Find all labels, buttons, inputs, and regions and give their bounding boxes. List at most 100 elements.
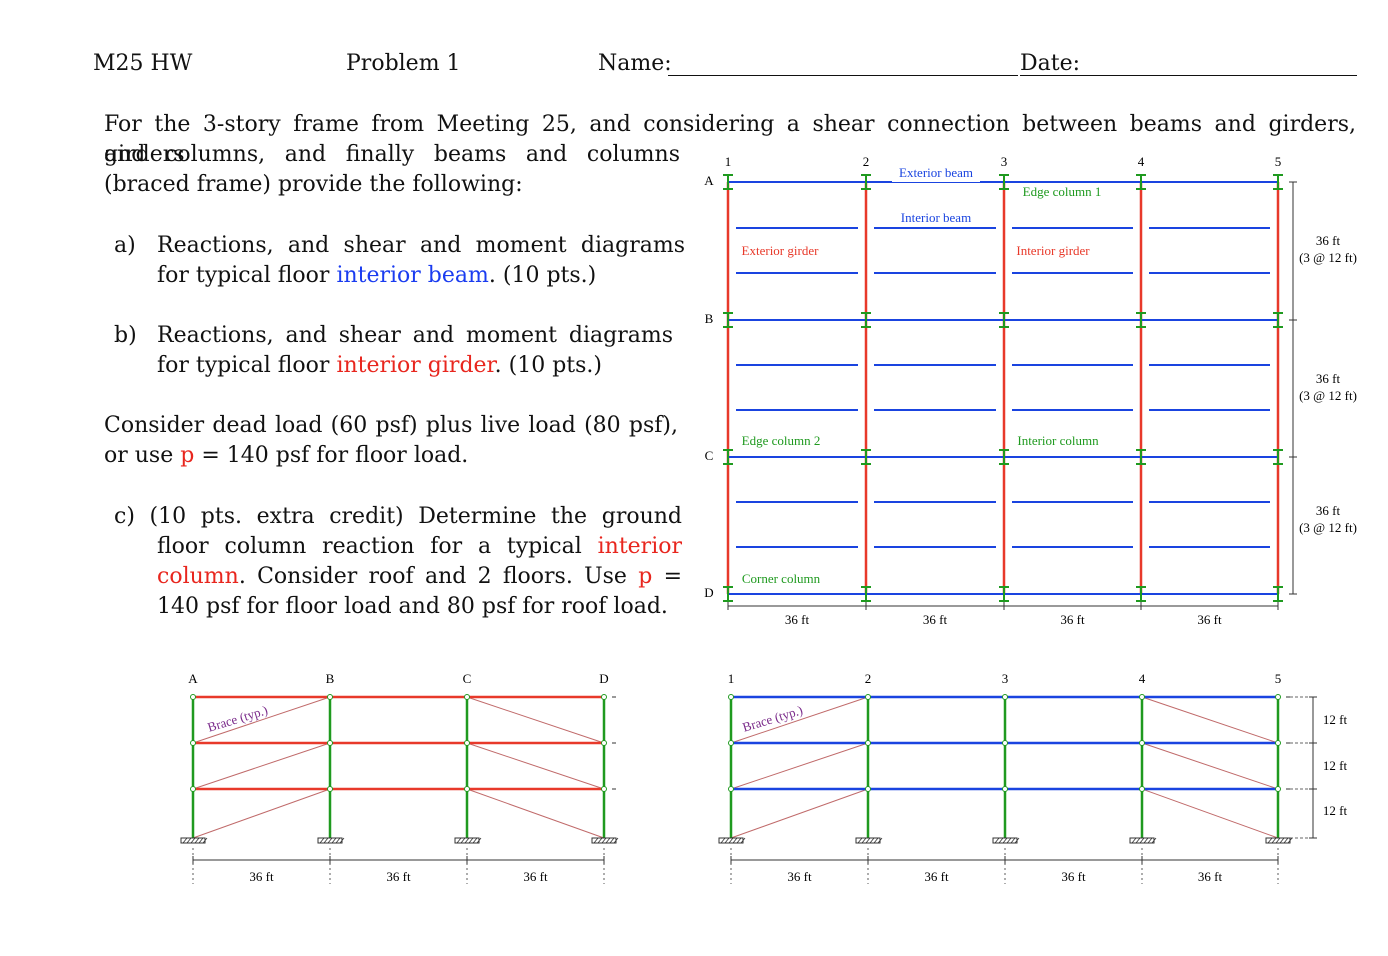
dim-label: 36 ft [523,869,548,884]
joint [865,740,871,746]
label-bg [737,572,825,588]
joint [728,694,734,700]
grid-letter: D [704,585,713,600]
plan-label: Edge column 2 [742,433,821,448]
joint [601,694,607,700]
joint [327,786,333,792]
brace [192,788,331,839]
hatch [1014,837,1020,844]
joint [327,694,333,700]
dim-label: 36 ft [1316,371,1341,386]
text: . Consider roof and 2 floors. Use [238,564,639,589]
label-bg [1295,234,1363,268]
hatch [1139,837,1145,844]
grid-number: 3 [1001,154,1008,169]
highlight: p [180,443,195,468]
plan-label: Edge column 1 [1023,184,1102,199]
hatch [720,837,726,844]
hatch [728,837,734,844]
joint [1139,786,1145,792]
dim-label: 36 ft [787,869,812,884]
dim-label: 36 ft [924,869,949,884]
hatch [1279,837,1285,844]
hatch [1143,837,1149,844]
plan-label: Corner column [742,571,821,586]
brace [466,788,605,839]
grid-label: 5 [1275,671,1282,686]
hatch [1006,837,1012,844]
hatch [601,837,607,844]
joint [865,694,871,700]
brace [730,696,869,744]
joint [464,694,470,700]
hatch [869,837,875,844]
hatch [593,837,599,844]
hatch [736,837,742,844]
label-bg [1018,185,1106,201]
joint [190,694,196,700]
dim-label: 36 ft [923,612,948,627]
grid-label: 2 [865,671,872,686]
date-label: Date: [1020,51,1081,76]
hatch [998,837,1004,844]
hatch [339,837,345,844]
label-bg [1295,504,1363,538]
dim-label: 36 ft [1060,612,1085,627]
label-bg [1014,434,1102,450]
brace [1141,742,1279,790]
grid-label: 4 [1139,671,1146,686]
hatch [464,837,470,844]
joint [1002,740,1008,746]
load-note: Consider dead load (60 psf) plus live lo… [104,411,678,471]
highlight: interior column [157,534,682,589]
joint [728,740,734,746]
name-label: Name: [598,51,672,76]
dim-label: 12 ft [1323,803,1348,818]
joint [1275,786,1281,792]
problem: Problem 1 [346,51,461,76]
hatch [724,837,730,844]
grid-label: B [326,671,335,686]
hatch [194,837,200,844]
brace [192,696,331,744]
brace [466,742,605,790]
date-line [1020,75,1357,76]
hatch [327,837,333,844]
hatch [186,837,192,844]
hatch [857,837,863,844]
hatch [335,837,341,844]
dim-label: 36 ft [1198,869,1223,884]
hatch [323,837,329,844]
hatch [605,837,611,844]
hatch [472,837,478,844]
hatch [994,837,1000,844]
hatch [190,837,196,844]
intro-line: For the 3-story frame from Meeting 25, a… [104,112,1356,167]
hatch [331,837,337,844]
grid-label: 3 [1002,671,1009,686]
text: = 140 psf for floor load and 80 psf for … [157,564,682,619]
hatch [1010,837,1016,844]
brace-label: Brace (typ.) [206,702,270,734]
brace [730,742,869,790]
hatch [732,837,738,844]
label-bg [1295,372,1363,406]
hatch [1135,837,1141,844]
brace [192,742,331,790]
hatch [740,837,746,844]
dim-label: (3 @ 12 ft) [1299,250,1357,265]
text: . (10 pts.) [488,263,597,288]
course: M25 HW [93,51,193,76]
joint [1002,786,1008,792]
name-line [668,75,1018,76]
brace [466,696,605,744]
joint [601,786,607,792]
label-bg [1009,244,1097,260]
joint [1002,694,1008,700]
grid-label: D [599,671,608,686]
hatch [861,837,867,844]
grid-number: 5 [1275,154,1282,169]
joint [190,740,196,746]
dim-label: 36 ft [1061,869,1086,884]
